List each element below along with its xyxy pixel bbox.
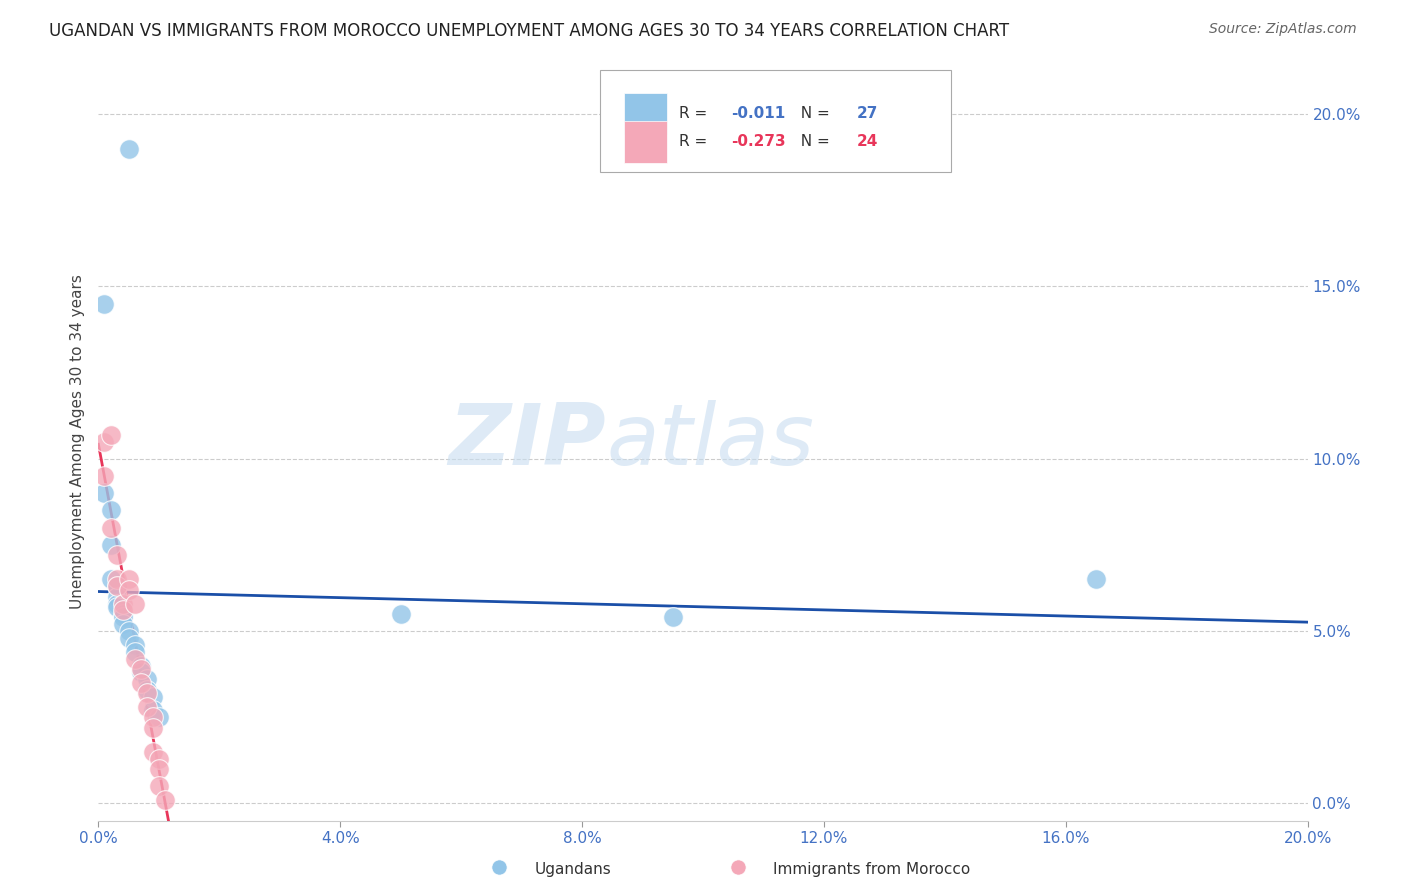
Point <box>118 631 141 645</box>
Text: ZIP: ZIP <box>449 400 606 483</box>
Text: N =: N = <box>792 106 835 120</box>
Point <box>148 710 170 724</box>
Point <box>142 690 165 704</box>
Point <box>129 658 152 673</box>
Point <box>135 699 157 714</box>
Point <box>148 762 170 776</box>
Y-axis label: Unemployment Among Ages 30 to 34 years: Unemployment Among Ages 30 to 34 years <box>70 274 86 609</box>
Point <box>129 675 152 690</box>
Point <box>111 607 134 621</box>
Point <box>389 607 412 621</box>
Point <box>105 599 128 614</box>
Point <box>142 721 165 735</box>
Text: -0.011: -0.011 <box>731 106 785 120</box>
FancyBboxPatch shape <box>600 70 950 172</box>
Point <box>93 469 115 483</box>
Text: atlas: atlas <box>606 400 814 483</box>
Point <box>142 745 165 759</box>
Point <box>118 582 141 597</box>
Text: -0.273: -0.273 <box>731 134 786 149</box>
Point <box>124 597 146 611</box>
FancyBboxPatch shape <box>624 120 666 162</box>
Point <box>142 710 165 724</box>
Point <box>148 779 170 793</box>
Point <box>105 579 128 593</box>
Point <box>93 296 115 310</box>
FancyBboxPatch shape <box>624 93 666 135</box>
Point <box>93 434 115 449</box>
Text: 27: 27 <box>856 106 877 120</box>
Text: UGANDAN VS IMMIGRANTS FROM MOROCCO UNEMPLOYMENT AMONG AGES 30 TO 34 YEARS CORREL: UGANDAN VS IMMIGRANTS FROM MOROCCO UNEMP… <box>49 22 1010 40</box>
Point <box>111 617 134 632</box>
Point <box>129 665 152 680</box>
Point <box>135 682 157 697</box>
Text: Source: ZipAtlas.com: Source: ZipAtlas.com <box>1209 22 1357 37</box>
Point <box>727 860 749 874</box>
Point <box>111 597 134 611</box>
Point <box>118 624 141 639</box>
Text: R =: R = <box>679 106 711 120</box>
Point <box>124 645 146 659</box>
Point <box>105 548 128 563</box>
Text: Ugandans: Ugandans <box>534 863 612 877</box>
Point <box>100 538 122 552</box>
Point <box>1085 573 1108 587</box>
Point <box>142 703 165 717</box>
Point <box>135 673 157 687</box>
Point <box>135 686 157 700</box>
Point <box>111 610 134 624</box>
Point <box>124 651 146 665</box>
Text: N =: N = <box>792 134 835 149</box>
Point <box>100 521 122 535</box>
Point <box>111 603 134 617</box>
Point <box>105 597 128 611</box>
Point <box>105 579 128 593</box>
Point <box>129 662 152 676</box>
Point <box>661 610 683 624</box>
Point <box>105 590 128 604</box>
Point <box>153 793 176 807</box>
Point <box>105 573 128 587</box>
Point <box>488 860 510 874</box>
Text: Immigrants from Morocco: Immigrants from Morocco <box>773 863 970 877</box>
Point <box>100 427 122 442</box>
Point <box>118 573 141 587</box>
Point <box>100 503 122 517</box>
Point <box>93 486 115 500</box>
Point <box>100 573 122 587</box>
Text: R =: R = <box>679 134 711 149</box>
Point <box>124 638 146 652</box>
Text: 24: 24 <box>856 134 877 149</box>
Point <box>118 142 141 156</box>
Point <box>148 751 170 765</box>
